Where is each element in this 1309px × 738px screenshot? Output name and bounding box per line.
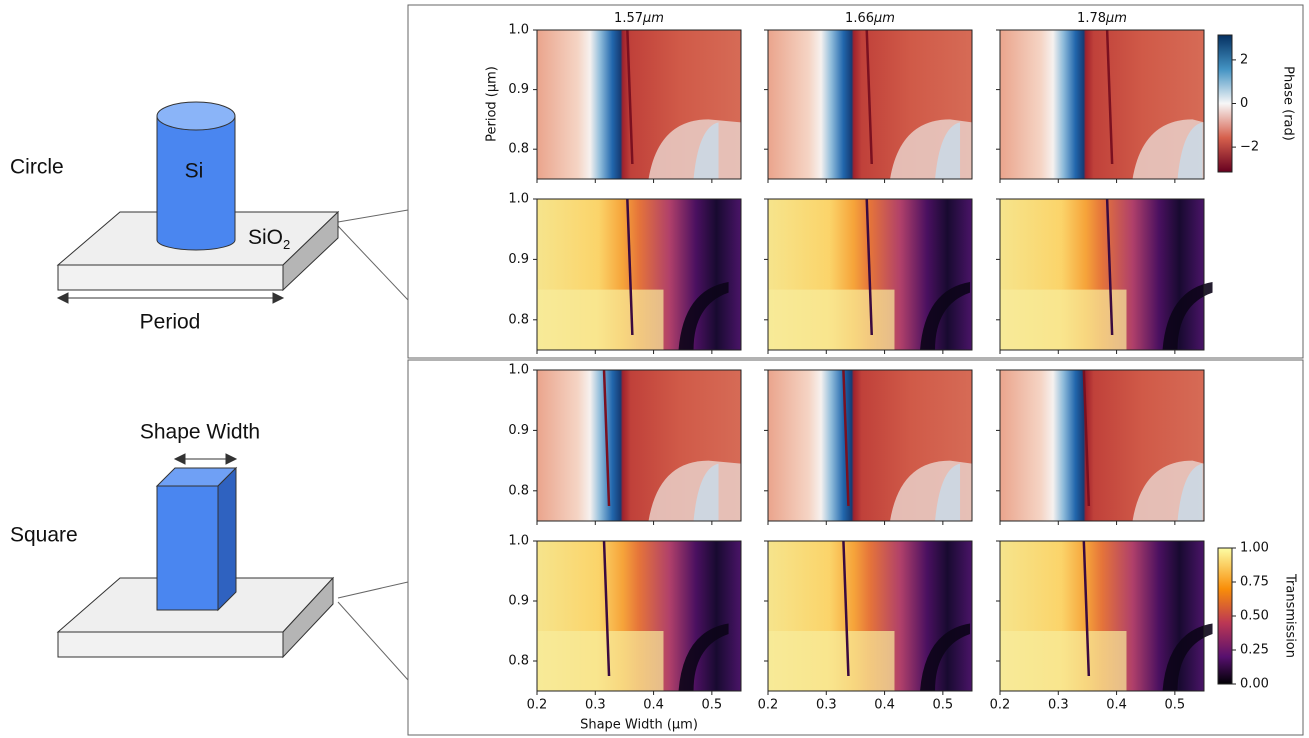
shape-label: Circle <box>10 156 64 179</box>
substrate-sub: 2 <box>283 237 290 252</box>
wavelength-unit: μm <box>642 11 664 26</box>
x-tick-label: 0.2 <box>990 698 1011 713</box>
y-tick-label: 0.8 <box>508 483 529 498</box>
heatmap-feature <box>537 290 663 350</box>
heatmap-feature <box>768 631 894 691</box>
y-tick-label: 0.8 <box>508 312 529 327</box>
wavelength-value: 1.66 <box>845 11 874 26</box>
shape-label: Square <box>10 524 78 547</box>
x-axis-label: Shape Width (μm) <box>580 718 698 733</box>
colorbar <box>1218 548 1232 684</box>
wavelength-title: 1.57μm <box>614 11 664 26</box>
colorbar-tick-label: 1.00 <box>1240 541 1269 556</box>
colorbar-tick-label: 0.00 <box>1240 677 1269 692</box>
pillar-label: Si <box>185 160 204 183</box>
y-axis-label: Period (μm) <box>485 66 500 142</box>
y-tick-label: 0.8 <box>508 654 529 669</box>
y-tick-label: 0.9 <box>508 82 529 97</box>
heatmap-feature <box>768 290 894 350</box>
x-tick-label: 0.5 <box>1165 698 1186 713</box>
colorbar-label: Transmission <box>1283 573 1298 658</box>
x-tick-label: 0.3 <box>1048 698 1069 713</box>
dimension-label: Shape Width <box>140 421 260 444</box>
y-tick-label: 0.9 <box>508 252 529 267</box>
dimension-label: Period <box>140 311 201 334</box>
y-tick-label: 0.9 <box>508 423 529 438</box>
wavelength-value: 1.57 <box>614 11 643 26</box>
x-tick-label: 0.4 <box>643 698 664 713</box>
heatmap-feature <box>1000 290 1126 350</box>
colorbar <box>1218 35 1232 172</box>
y-tick-label: 1.0 <box>508 534 529 549</box>
x-tick-label: 0.5 <box>702 698 723 713</box>
connectors <box>338 210 408 680</box>
x-tick-label: 0.4 <box>874 698 895 713</box>
wavelength-unit: μm <box>873 11 895 26</box>
y-tick-label: 1.0 <box>508 192 529 207</box>
x-tick-label: 0.4 <box>1106 698 1127 713</box>
x-tick-label: 0.3 <box>816 698 837 713</box>
x-tick-label: 0.2 <box>758 698 779 713</box>
colorbar-tick-label: 2 <box>1240 52 1248 67</box>
figure: Circle Si SiO2 Period Square Shape Width… <box>0 0 1309 738</box>
colorbar-tick-label: −2 <box>1240 140 1259 155</box>
square-diagram <box>58 454 333 657</box>
y-tick-label: 0.8 <box>508 142 529 157</box>
wavelength-title: 1.66μm <box>845 11 895 26</box>
y-tick-label: 1.0 <box>508 23 529 38</box>
circle-diagram <box>58 102 338 303</box>
x-tick-label: 0.2 <box>527 698 548 713</box>
x-tick-label: 0.3 <box>585 698 606 713</box>
wavelength-title: 1.78μm <box>1077 11 1127 26</box>
colorbar-tick-label: 0 <box>1240 96 1248 111</box>
page: { "diagram": { "circle": {"label": "Circ… <box>0 0 1309 738</box>
colorbar-tick-label: 0.50 <box>1240 609 1269 624</box>
heatmap-feature <box>537 631 663 691</box>
colorbar-tick-label: 0.25 <box>1240 643 1269 658</box>
colorbar-label: Phase (rad) <box>1281 66 1296 141</box>
y-tick-label: 0.9 <box>508 594 529 609</box>
wavelength-value: 1.78 <box>1077 11 1106 26</box>
x-tick-label: 0.5 <box>933 698 954 713</box>
y-tick-label: 1.0 <box>508 363 529 378</box>
colorbar-tick-label: 0.75 <box>1240 575 1269 590</box>
heatmap-feature <box>1000 631 1126 691</box>
wavelength-unit: μm <box>1105 11 1127 26</box>
substrate-text: SiO <box>248 226 283 249</box>
